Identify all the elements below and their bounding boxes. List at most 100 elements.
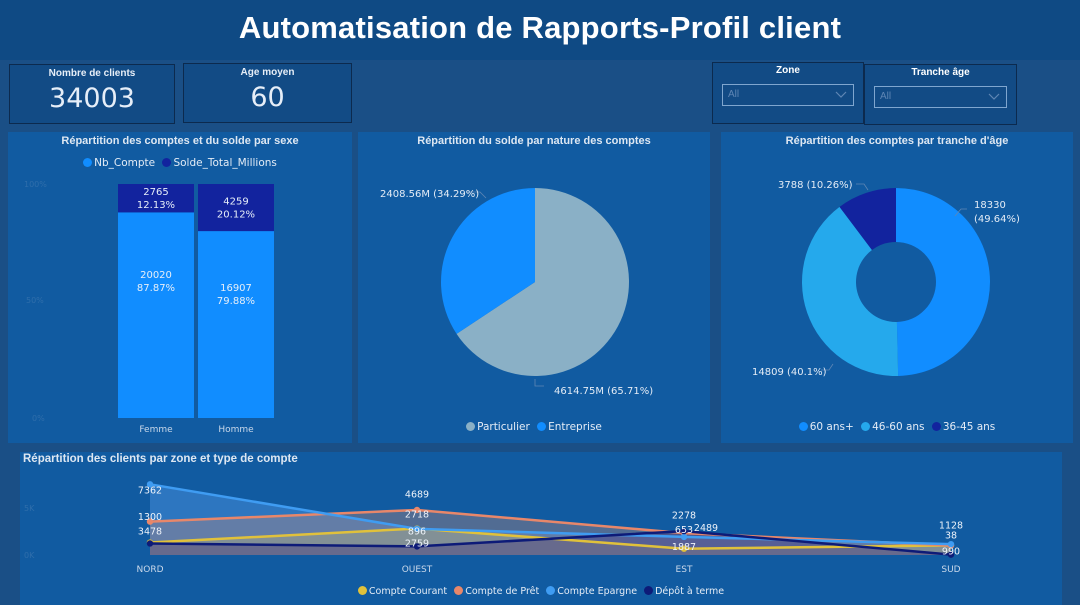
bar-data-label: 20.12% bbox=[217, 210, 255, 221]
legend-item[interactable]: 36-45 ans bbox=[931, 421, 996, 433]
series-line[interactable] bbox=[149, 529, 952, 556]
bar-data-label: 20020 bbox=[140, 270, 172, 281]
data-point[interactable] bbox=[146, 540, 154, 547]
legend-label: Entreprise bbox=[548, 421, 602, 433]
legend-dot-icon bbox=[546, 586, 556, 595]
leader-line bbox=[534, 379, 544, 387]
pie-slice-particulier[interactable] bbox=[456, 188, 629, 376]
leader-line bbox=[466, 191, 487, 199]
stacked-bar-chart: 100% 50% 0% 20020 87.87% 2765 12.13% 16907 79… bbox=[24, 180, 274, 435]
bar-nb-compte[interactable] bbox=[198, 231, 274, 418]
slicer-label: Zone bbox=[776, 65, 800, 76]
chart-panel-tranche-age: Répartition des comptes par tranche d'âg… bbox=[721, 132, 1073, 443]
legend-dot-icon bbox=[162, 158, 172, 167]
kpi-label: Age moyen bbox=[240, 67, 295, 78]
slicer-label: Tranche âge bbox=[911, 67, 970, 78]
kpi-value: 60 bbox=[250, 82, 285, 113]
leader-line bbox=[821, 363, 834, 371]
point-data-label: 7362 bbox=[138, 486, 162, 497]
point-data-label: 1128 bbox=[939, 521, 963, 532]
point-data-label: 2489 bbox=[694, 523, 718, 534]
y-tick-label: 5K bbox=[24, 504, 35, 513]
legend-dot-icon bbox=[931, 422, 941, 431]
leader-line bbox=[954, 208, 967, 217]
data-point[interactable] bbox=[947, 551, 955, 558]
bar-solde-total[interactable] bbox=[118, 184, 194, 213]
x-tick-label: OUEST bbox=[402, 565, 433, 575]
point-data-label: 2759 bbox=[405, 538, 429, 549]
donut-slice[interactable] bbox=[839, 188, 896, 251]
bar-nb-compte[interactable] bbox=[118, 212, 194, 418]
legend-item[interactable]: Entreprise bbox=[537, 421, 602, 433]
dropdown-value: All bbox=[880, 91, 892, 102]
point-data-label: 653 bbox=[675, 525, 693, 536]
point-data-label: 4689 bbox=[405, 489, 429, 500]
data-point[interactable] bbox=[413, 525, 421, 533]
x-tick-label: SUD bbox=[941, 565, 960, 575]
point-data-label: 1300 bbox=[138, 512, 162, 523]
legend-item[interactable]: Particulier bbox=[466, 421, 530, 433]
point-data-label: 1887 bbox=[672, 542, 696, 553]
kpi-label: Nombre de clients bbox=[48, 68, 136, 79]
data-point[interactable] bbox=[413, 543, 421, 550]
chevron-down-icon bbox=[988, 93, 1000, 100]
legend-label: Compte Courant bbox=[368, 586, 448, 597]
bar-data-label: 4259 bbox=[223, 197, 248, 208]
legend-label: 36-45 ans bbox=[942, 421, 996, 433]
legend-item[interactable]: 60 ans+ bbox=[798, 421, 854, 433]
legend-dot-icon bbox=[357, 586, 367, 595]
bar-data-label: 87.87% bbox=[137, 283, 175, 294]
legend-item[interactable]: Compte de Prêt bbox=[454, 586, 539, 597]
legend-item[interactable]: Compte Courant bbox=[357, 586, 448, 597]
slicer-tranche-age: Tranche âge All bbox=[864, 64, 1017, 125]
legend-item[interactable]: Compte Epargne bbox=[546, 586, 637, 597]
data-point[interactable] bbox=[680, 533, 688, 541]
data-point[interactable] bbox=[413, 506, 421, 514]
bar-solde-total[interactable] bbox=[198, 184, 274, 232]
chart-panel-sexe: Répartition des comptes et du solde par … bbox=[8, 132, 352, 443]
legend-label: 46-60 ans bbox=[872, 421, 925, 433]
kpi-card-clients: Nombre de clients 34003 bbox=[9, 64, 175, 124]
donut-slice[interactable] bbox=[802, 206, 899, 376]
donut-slice[interactable] bbox=[896, 188, 991, 376]
data-point[interactable] bbox=[146, 518, 154, 525]
chart-panel-zone: Répartition des clients par zone et type… bbox=[20, 452, 1062, 605]
data-point[interactable] bbox=[680, 545, 688, 552]
slicer-zone: Zone All bbox=[712, 62, 864, 124]
legend-item[interactable]: 46-60 ans bbox=[861, 421, 925, 433]
zone-dropdown[interactable]: All bbox=[722, 84, 854, 106]
point-data-label: 990 bbox=[942, 547, 960, 558]
legend-label: Compte Epargne bbox=[557, 586, 638, 597]
kpi-card-age: Age moyen 60 bbox=[183, 63, 352, 123]
slice-data-label: 18330 bbox=[974, 200, 1006, 211]
legend-dot-icon bbox=[861, 422, 871, 431]
legend-dot-icon bbox=[454, 586, 464, 595]
report-header: Automatisation de Rapports-Profil client bbox=[0, 0, 1080, 60]
pie-slice-entreprise[interactable] bbox=[441, 188, 535, 334]
chart-panel-nature: Répartition du solde par nature des comp… bbox=[358, 132, 710, 443]
donut-chart: 3788 (10.26%) 18330 (49.64%) 14809 (40.1… bbox=[752, 180, 1020, 378]
chart-legend: Nb_Compte Solde_Total_Millions bbox=[8, 157, 352, 169]
legend-dot-icon bbox=[644, 586, 654, 595]
legend-item[interactable]: Nb_Compte bbox=[83, 157, 155, 169]
slice-data-label: (49.64%) bbox=[974, 214, 1020, 225]
x-tick-label: EST bbox=[676, 565, 693, 575]
legend-item[interactable]: Dépôt à terme bbox=[644, 586, 724, 597]
tranche-age-dropdown[interactable]: All bbox=[874, 86, 1007, 108]
legend-label: Dépôt à terme bbox=[655, 586, 725, 597]
area-2 bbox=[150, 484, 951, 555]
legend-label: Solde_Total_Millions bbox=[173, 157, 277, 169]
pie-chart: 2408.56M (34.29%) 4614.75M (65.71%) bbox=[380, 188, 653, 397]
data-point[interactable] bbox=[680, 527, 688, 535]
bar-data-label: 12.13% bbox=[137, 200, 175, 211]
chart-title: Répartition des clients par zone et type… bbox=[23, 453, 298, 465]
legend-item[interactable]: Solde_Total_Millions bbox=[162, 157, 277, 169]
data-point[interactable] bbox=[947, 540, 955, 548]
bar-data-label: 2765 bbox=[143, 187, 168, 198]
data-point[interactable] bbox=[146, 481, 154, 488]
dropdown-value: All bbox=[728, 89, 740, 100]
chart-title: Répartition du solde par nature des comp… bbox=[417, 135, 651, 147]
series-line[interactable] bbox=[149, 483, 952, 546]
chart-legend: Compte Courant Compte de Prêt Compte Epa… bbox=[20, 586, 1062, 597]
